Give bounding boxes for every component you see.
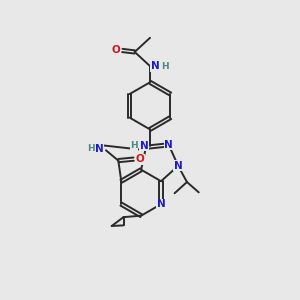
Text: H: H: [161, 61, 169, 70]
Text: N: N: [140, 141, 148, 151]
Text: O: O: [112, 46, 120, 56]
Text: H: H: [130, 141, 138, 150]
Text: N: N: [164, 140, 173, 150]
Text: N: N: [151, 61, 160, 71]
Text: O: O: [136, 154, 145, 164]
Text: H: H: [87, 144, 94, 153]
Text: N: N: [95, 144, 104, 154]
Text: N: N: [157, 199, 165, 209]
Text: N: N: [174, 161, 182, 171]
